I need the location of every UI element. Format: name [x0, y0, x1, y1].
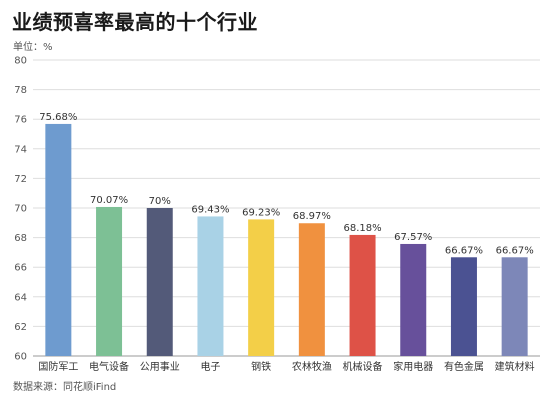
bar [400, 243, 427, 356]
bar [349, 234, 376, 356]
bar [146, 208, 173, 356]
x-tick-label: 有色金属 [444, 360, 484, 373]
unit-label: 单位：% [13, 42, 53, 53]
y-tick-label: 76 [14, 115, 27, 126]
x-tick-label: 钢铁 [251, 360, 271, 373]
data-label: 68.97% [293, 211, 331, 222]
x-tick-label: 电气设备 [89, 360, 129, 373]
y-tick-label: 66 [14, 263, 27, 274]
x-tick-label: 机械设备 [343, 360, 383, 373]
y-tick-label: 80 [14, 56, 27, 67]
x-tick-label: 农林牧渔 [292, 360, 332, 373]
bar [450, 257, 477, 356]
bar [96, 206, 123, 356]
bar [501, 257, 528, 356]
x-tick-label: 电子 [200, 360, 220, 373]
bar [248, 219, 275, 356]
data-label: 75.68% [39, 112, 77, 123]
y-tick-label: 74 [14, 144, 27, 155]
x-tick-label: 国防军工 [38, 360, 78, 373]
data-label: 66.67% [496, 245, 534, 256]
data-label: 70% [149, 196, 171, 207]
data-label: 69.43% [191, 204, 229, 215]
data-label: 70.07% [90, 195, 128, 206]
data-source: 数据来源：同花顺iFind [13, 382, 117, 393]
data-label: 68.18% [343, 223, 381, 234]
chart-title: 业绩预喜率最高的十个行业 [12, 10, 258, 34]
y-tick-label: 64 [14, 292, 27, 303]
bar [45, 123, 72, 356]
y-tick-label: 68 [14, 233, 27, 244]
y-tick-label: 70 [14, 204, 27, 215]
bar [197, 216, 224, 356]
data-label: 66.67% [445, 245, 483, 256]
x-tick-label: 建筑材料 [495, 360, 535, 373]
y-tick-label: 72 [14, 174, 27, 185]
y-tick-label: 60 [14, 352, 27, 363]
y-tick-label: 78 [14, 85, 27, 96]
bar [298, 223, 325, 356]
x-tick-label: 公用事业 [140, 360, 180, 373]
y-tick-label: 62 [14, 322, 27, 333]
data-label: 69.23% [242, 207, 280, 218]
data-label: 67.57% [394, 232, 432, 243]
x-tick-label: 家用电器 [393, 360, 433, 373]
